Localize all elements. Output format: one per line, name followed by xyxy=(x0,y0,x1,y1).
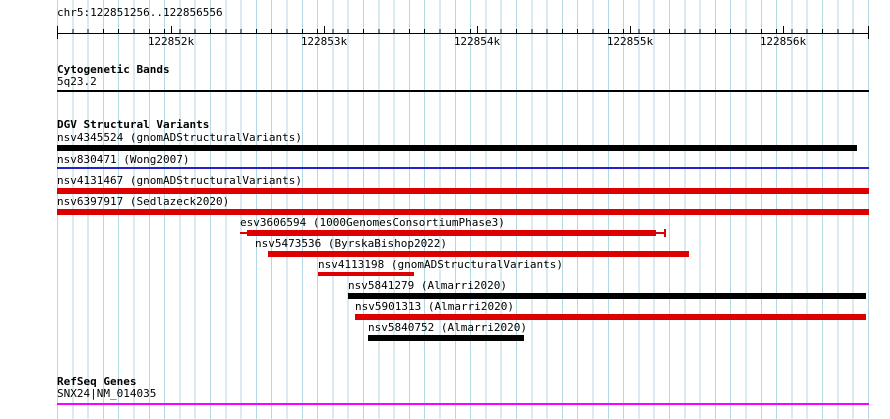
ruler-right-end-tick xyxy=(868,26,869,39)
variant-label[interactable]: nsv6397917 (Sedlazeck2020) xyxy=(57,195,230,208)
variant-label[interactable]: nsv5473536 (ByrskaBishop2022) xyxy=(255,237,448,250)
variant-bar[interactable] xyxy=(664,229,666,237)
refseq-gene-line[interactable] xyxy=(57,403,869,405)
ruler-major-tick xyxy=(171,26,172,33)
ruler-tick-label: 122853k xyxy=(300,35,348,48)
region-label: chr5:122851256..122856556 xyxy=(57,6,223,19)
ruler-left-end-tick xyxy=(57,26,58,39)
ruler-ticks: 122852k 122853k 122854k 122855k 122856k xyxy=(0,0,890,60)
cytoband-bar[interactable] xyxy=(57,90,869,92)
ruler-line[interactable] xyxy=(57,33,869,34)
ruler-major-tick xyxy=(783,26,784,33)
variant-bar[interactable] xyxy=(348,293,866,299)
variant-bar[interactable] xyxy=(57,145,857,151)
variant-bar[interactable] xyxy=(268,251,689,257)
variant-bar[interactable] xyxy=(57,209,869,215)
variant-bar[interactable] xyxy=(57,167,869,169)
refseq-gene-label[interactable]: SNX24|NM_014035 xyxy=(57,387,157,400)
variant-label[interactable]: nsv5840752 (Almarri2020) xyxy=(368,321,527,334)
variant-label[interactable]: nsv4131467 (gnomADStructuralVariants) xyxy=(57,174,303,187)
variant-bar[interactable] xyxy=(655,232,666,234)
ruler-tick-label: 122852k xyxy=(147,35,195,48)
variant-bar[interactable] xyxy=(318,272,414,276)
ruler-minor-ticks xyxy=(57,29,869,33)
variant-label[interactable]: esv3606594 (1000GenomesConsortiumPhase3) xyxy=(240,216,505,229)
variant-label[interactable]: nsv4345524 (gnomADStructuralVariants) xyxy=(57,131,303,144)
variant-bar[interactable] xyxy=(57,188,869,194)
variant-bar[interactable] xyxy=(355,314,866,320)
cytobands-section-title: Cytogenetic Bands xyxy=(57,63,170,76)
variant-label[interactable]: nsv4113198 (gnomADStructuralVariants) xyxy=(318,258,564,271)
variant-bar[interactable] xyxy=(247,230,656,236)
variant-bar[interactable] xyxy=(368,335,524,341)
variant-bar[interactable] xyxy=(240,232,248,234)
variant-label[interactable]: nsv5841279 (Almarri2020) xyxy=(348,279,507,292)
variant-label[interactable]: nsv5901313 (Almarri2020) xyxy=(355,300,514,313)
ruler-tick-label: 122854k xyxy=(453,35,501,48)
ruler-tick-label: 122856k xyxy=(759,35,807,48)
ruler-major-tick xyxy=(477,26,478,33)
cytoband-label: 5q23.2 xyxy=(57,75,97,88)
refseq-section-title: RefSeq Genes xyxy=(57,375,137,388)
variant-label[interactable]: nsv830471 (Wong2007) xyxy=(57,153,190,166)
dgv-section-title: DGV Structural Variants xyxy=(57,118,210,131)
ruler-major-tick xyxy=(630,26,631,33)
ruler-tick-label: 122855k xyxy=(606,35,654,48)
ruler-major-tick xyxy=(324,26,325,33)
